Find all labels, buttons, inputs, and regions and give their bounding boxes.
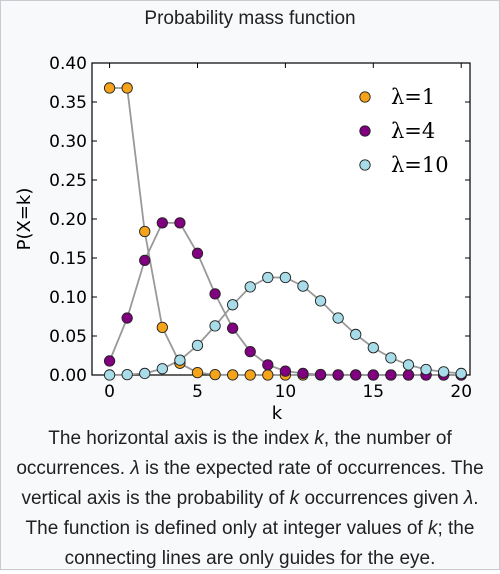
data-point	[156, 363, 168, 375]
plot-area	[91, 62, 471, 376]
data-point	[103, 369, 116, 381]
data-point	[385, 352, 397, 364]
caption-var-k: k	[314, 428, 324, 449]
data-point	[209, 288, 221, 300]
y-tick-label: 0.30	[49, 132, 87, 152]
data-point	[191, 367, 204, 379]
x-tick-label: 0	[104, 382, 115, 402]
data-point	[402, 369, 415, 381]
data-point	[402, 359, 415, 371]
data-point	[367, 342, 379, 354]
data-point	[174, 217, 186, 229]
data-point	[332, 369, 344, 381]
y-tick-label: 0.35	[49, 93, 87, 113]
x-tick-label: 5	[192, 382, 203, 402]
y-tick-label: 0.20	[49, 210, 87, 230]
data-point	[420, 363, 432, 376]
caption-text: occurrences given	[299, 488, 464, 509]
caption-var-lambda: λ	[463, 488, 474, 509]
caption-var-k: k	[289, 488, 300, 509]
data-point	[244, 345, 256, 358]
caption-text: is the expected rate of occurrences. The…	[21, 458, 484, 509]
data-point	[455, 367, 467, 380]
y-tick-label: 0.10	[49, 288, 87, 308]
data-point	[227, 322, 239, 334]
legend-marker	[359, 91, 371, 103]
figure-caption: The horizontal axis is the index k, the …	[14, 424, 486, 574]
data-point	[279, 271, 292, 284]
data-point	[367, 369, 379, 381]
caption-var-lambda: λ	[130, 458, 140, 479]
x-axis-label: k	[272, 403, 283, 424]
caption-text: ; the connecting lines are only guides f…	[64, 518, 475, 569]
caption-var-k: k	[427, 518, 438, 539]
y-tick-label: 0.40	[49, 54, 87, 74]
legend-marker	[359, 159, 371, 171]
chart-title: Probability mass function	[144, 8, 356, 29]
data-point	[121, 312, 133, 324]
data-point	[103, 355, 116, 367]
data-point	[227, 299, 239, 311]
data-point	[156, 217, 168, 229]
y-tick-label: 0.00	[49, 366, 87, 386]
data-point	[262, 359, 274, 371]
data-point	[262, 369, 274, 381]
x-tick-label: 15	[362, 382, 384, 402]
data-point	[350, 369, 362, 381]
y-tick-label: 0.25	[49, 171, 87, 191]
caption-text: The horizontal axis is the index	[48, 428, 315, 449]
data-point	[385, 369, 397, 381]
legend-label: λ=10	[391, 153, 449, 177]
legend-label: λ=4	[391, 119, 435, 143]
data-point	[209, 368, 221, 381]
data-point	[244, 281, 256, 293]
data-point	[139, 225, 151, 238]
data-point	[332, 312, 344, 324]
data-point	[227, 369, 239, 381]
data-point	[437, 366, 450, 378]
data-point	[191, 339, 204, 352]
data-point	[174, 354, 186, 366]
data-point	[297, 367, 309, 380]
data-point	[139, 254, 151, 266]
data-point	[279, 365, 292, 377]
data-point	[121, 368, 133, 381]
y-tick-label: 0.05	[49, 327, 87, 347]
data-point	[297, 280, 309, 292]
data-point	[350, 328, 362, 341]
data-point	[103, 82, 116, 94]
caption-text: , the number of occurrences.	[16, 428, 452, 479]
x-tick-label: 10	[275, 382, 297, 402]
y-tick-label: 0.15	[49, 249, 87, 269]
legend-marker	[359, 125, 371, 137]
caption-text: . The function is defined only at intege…	[25, 488, 479, 539]
data-point	[314, 295, 327, 307]
data-point	[262, 271, 274, 284]
data-point	[121, 82, 133, 94]
data-point	[191, 247, 204, 259]
x-tick-label: 20	[450, 382, 472, 402]
data-point	[314, 368, 327, 381]
y-axis-label: P(X=k)	[14, 188, 35, 251]
data-point	[139, 367, 151, 380]
data-point	[244, 369, 256, 381]
data-point	[209, 320, 221, 332]
data-point	[156, 321, 168, 334]
legend-label: λ=1	[391, 85, 435, 109]
